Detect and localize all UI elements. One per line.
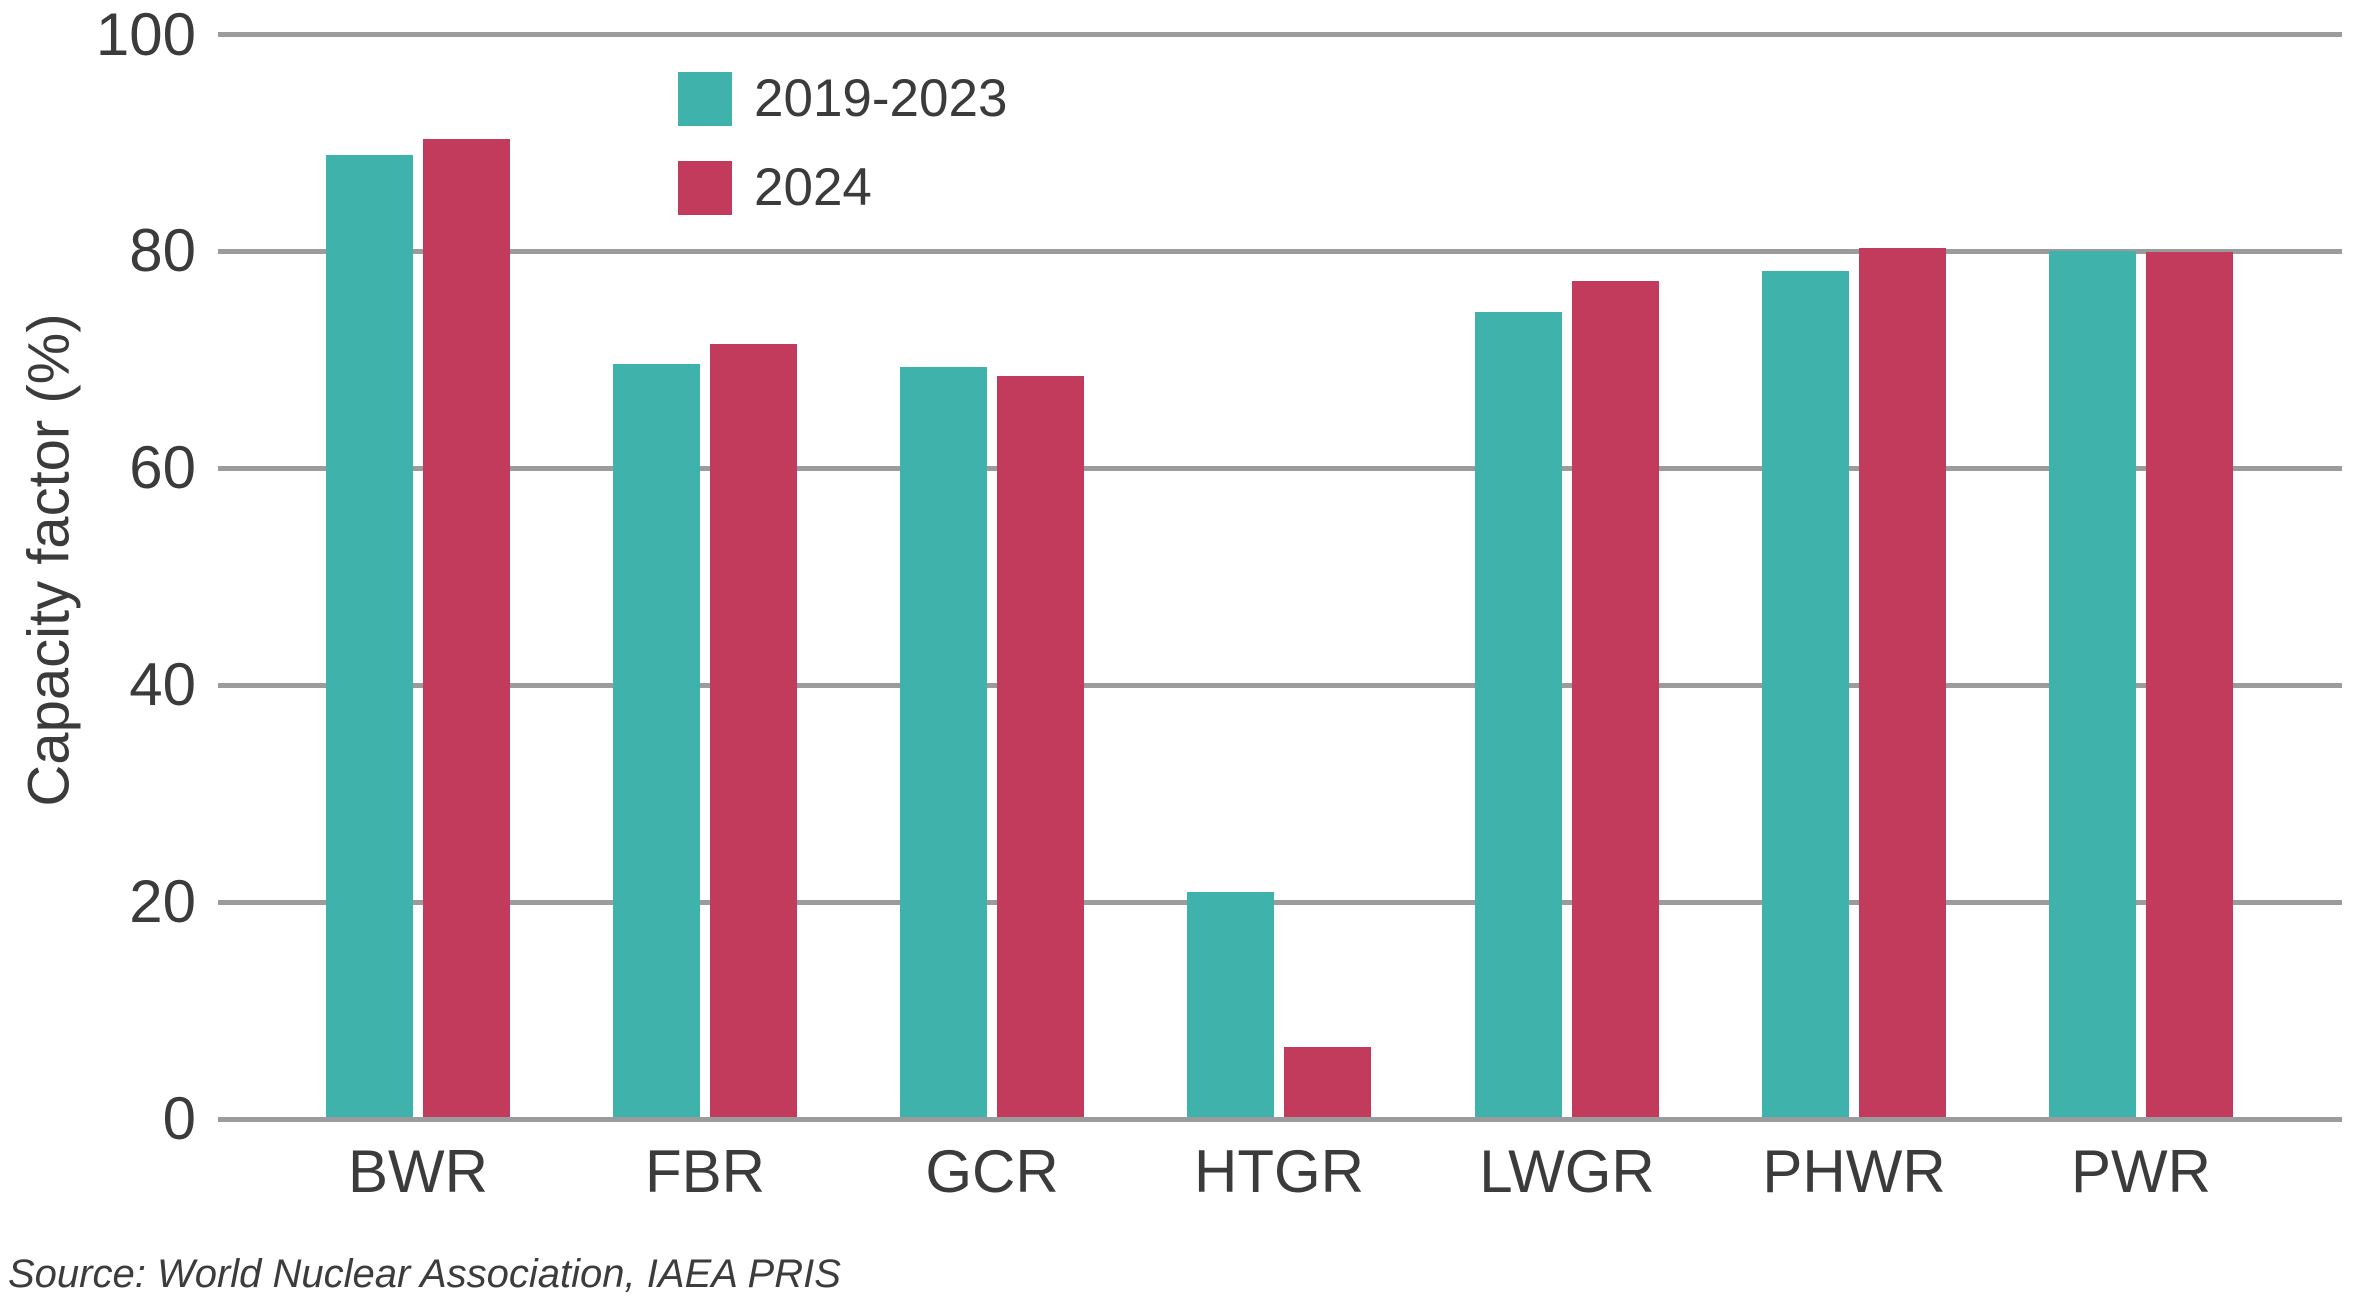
gridline-80 xyxy=(218,249,2342,254)
source-note: Source: World Nuclear Association, IAEA … xyxy=(8,1252,841,1296)
bar-PWR-2019-2023 xyxy=(2049,251,2136,1122)
y-tick-label-0: 0 xyxy=(162,1085,196,1152)
legend-swatch-2019-2023 xyxy=(678,72,732,126)
bar-GCR-2024 xyxy=(997,376,1084,1122)
bar-BWR-2024 xyxy=(423,139,510,1122)
gridline-40 xyxy=(218,683,2342,688)
y-tick-label-80: 80 xyxy=(129,217,196,284)
y-tick-label-60: 60 xyxy=(129,434,196,501)
legend-label-2019-2023: 2019-2023 xyxy=(754,69,1008,128)
bar-PHWR-2024 xyxy=(1859,248,1946,1122)
bar-PWR-2024 xyxy=(2146,252,2233,1122)
bar-GCR-2019-2023 xyxy=(900,367,987,1122)
legend-label-2024: 2024 xyxy=(754,158,872,217)
legend-row-2024: 2024 xyxy=(678,160,1007,216)
x-category-label-BWR: BWR xyxy=(348,1138,488,1205)
y-tick-label-100: 100 xyxy=(95,1,196,68)
bar-FBR-2024 xyxy=(710,344,797,1122)
y-tick-label-40: 40 xyxy=(129,651,196,718)
gridline-100 xyxy=(218,32,2342,37)
legend-swatch-2024 xyxy=(678,161,732,215)
gridline-60 xyxy=(218,466,2342,471)
x-category-label-HTGR: HTGR xyxy=(1194,1138,1364,1205)
legend-row-2019-2023: 2019-2023 xyxy=(678,71,1007,127)
x-category-label-PWR: PWR xyxy=(2071,1138,2211,1205)
legend: 2019-2023 2024 xyxy=(678,71,1007,216)
y-tick-label-20: 20 xyxy=(129,868,196,935)
bar-HTGR-2024 xyxy=(1284,1047,1371,1122)
y-axis-title: Capacity factor (%) xyxy=(16,313,82,807)
gridline-20 xyxy=(218,900,2342,905)
x-axis-baseline xyxy=(218,1117,2342,1122)
x-category-label-PHWR: PHWR xyxy=(1762,1138,1946,1205)
x-category-label-LWGR: LWGR xyxy=(1479,1138,1655,1205)
bar-BWR-2019-2023 xyxy=(326,155,413,1122)
bar-FBR-2019-2023 xyxy=(613,364,700,1122)
bar-LWGR-2024 xyxy=(1572,281,1659,1122)
bar-PHWR-2019-2023 xyxy=(1762,271,1849,1122)
x-category-label-FBR: FBR xyxy=(645,1138,765,1205)
x-category-label-GCR: GCR xyxy=(925,1138,1059,1205)
bar-LWGR-2019-2023 xyxy=(1475,312,1562,1122)
bar-HTGR-2019-2023 xyxy=(1187,892,1274,1122)
